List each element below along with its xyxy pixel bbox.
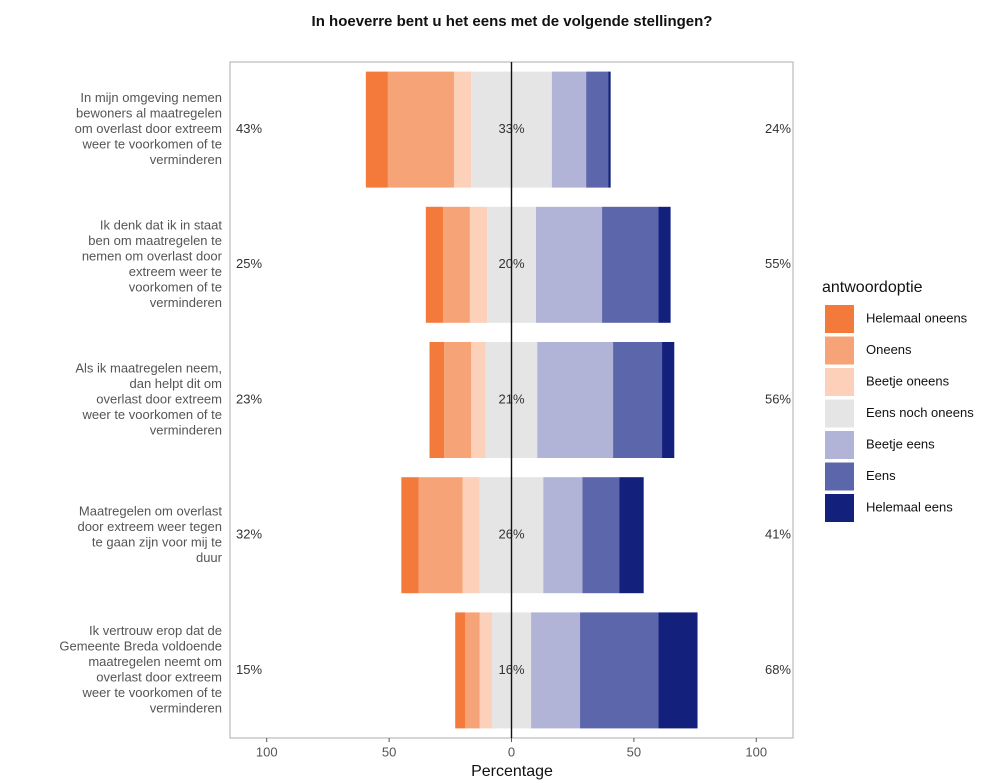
category-label: nemen om overlast door (82, 248, 223, 263)
bar-segment (613, 342, 663, 458)
legend-swatch (825, 399, 854, 428)
category-label: ben om maatregelen te (88, 233, 222, 248)
category-label: Ik denk dat ik in staat (100, 217, 223, 232)
bar-segment (543, 477, 583, 594)
legend-swatch (825, 462, 854, 491)
category-label: door extreem weer tegen (77, 519, 222, 534)
category-label: bewoners al maatregelen (76, 106, 222, 121)
right-total-label: 55% (765, 256, 791, 271)
category-label: Gemeente Breda voldoende (59, 639, 222, 654)
category-label: overlast door extreem (96, 670, 222, 685)
bar-segment (442, 206, 470, 323)
x-tick-label: 50 (627, 744, 641, 759)
x-tick-label: 50 (382, 744, 396, 759)
left-total-label: 43% (236, 121, 262, 136)
bar-segment (608, 71, 611, 188)
category-label: verminderen (150, 152, 222, 167)
category-label: Ik vertrouw erop dat de (89, 623, 222, 638)
bar-segment (619, 477, 644, 594)
category-label: weer te voorkomen of te (82, 685, 222, 700)
bar-segment (586, 71, 609, 188)
legend-swatch (825, 494, 854, 522)
bar-segment (453, 71, 472, 188)
x-tick-label: 100 (745, 744, 767, 759)
category-label: Als ik maatregelen neem, (75, 360, 222, 375)
category-label: Maatregelen om overlast (79, 503, 222, 518)
left-total-label: 15% (236, 662, 262, 677)
right-total-label: 68% (765, 662, 791, 677)
category-label: om overlast door extreem (75, 121, 222, 136)
bar-segment (658, 612, 698, 729)
bar-segment (387, 71, 454, 188)
bar-segment (425, 206, 443, 323)
bar-segment (455, 612, 465, 729)
category-label: voorkomen of te (129, 279, 222, 294)
bar-segment (469, 206, 488, 323)
category-label: maatregelen neemt om (88, 654, 222, 669)
category-label: duur (196, 550, 223, 565)
legend-swatch (825, 431, 854, 459)
bar-segment (429, 342, 445, 458)
x-tick-label: 0 (508, 744, 515, 759)
bar-segment (580, 612, 659, 729)
bar-segment (418, 477, 463, 594)
chart-title: In hoeverre bent u het eens met de volge… (312, 13, 713, 30)
bar-segment (582, 477, 620, 594)
category-label: overlast door extreem (96, 391, 222, 406)
category-label: weer te voorkomen of te (82, 137, 222, 152)
bar-segment (662, 342, 675, 458)
category-label: extreem weer te (129, 264, 222, 279)
category-label: verminderen (150, 422, 222, 437)
legend-swatch (825, 305, 854, 333)
left-total-label: 32% (236, 527, 262, 542)
bar-segment (464, 612, 480, 729)
bar-segment (471, 342, 486, 458)
bar-segment (537, 342, 614, 458)
legend-label: Beetje oneens (866, 373, 950, 388)
right-total-label: 56% (765, 391, 791, 406)
category-label: te gaan zijn voor mij te (92, 534, 222, 549)
category-label: verminderen (150, 701, 222, 716)
bar-segment (658, 206, 671, 323)
bar-segment (401, 477, 419, 594)
legend-label: Oneens (866, 342, 912, 357)
category-label: verminderen (150, 295, 222, 310)
bar-segment (602, 206, 659, 323)
bar-segment (535, 206, 603, 323)
legend-label: Eens (866, 468, 896, 483)
x-tick-label: 100 (256, 744, 278, 759)
left-total-label: 23% (236, 391, 262, 406)
category-label: weer te voorkomen of te (82, 407, 222, 422)
legend-label: Eens noch oneens (866, 405, 974, 420)
bar-segment (479, 612, 492, 729)
category-label: dan helpt dit om (129, 376, 222, 391)
legend-swatch (825, 368, 854, 396)
legend-title: antwoordoptie (822, 279, 923, 296)
bar-segment (462, 477, 480, 594)
left-total-label: 25% (236, 256, 262, 271)
bar-segment (444, 342, 472, 458)
legend-label: Beetje eens (866, 436, 935, 451)
legend-swatch (825, 336, 854, 365)
bar-segment (551, 71, 587, 188)
legend-label: Helemaal eens (866, 499, 953, 514)
category-label: In mijn omgeving nemen (80, 90, 222, 105)
bar-segment (531, 612, 581, 729)
legend-label: Helemaal oneens (866, 310, 968, 325)
bar-segment (365, 71, 388, 188)
x-axis-label: Percentage (471, 763, 553, 780)
right-total-label: 41% (765, 527, 791, 542)
right-total-label: 24% (765, 121, 791, 136)
